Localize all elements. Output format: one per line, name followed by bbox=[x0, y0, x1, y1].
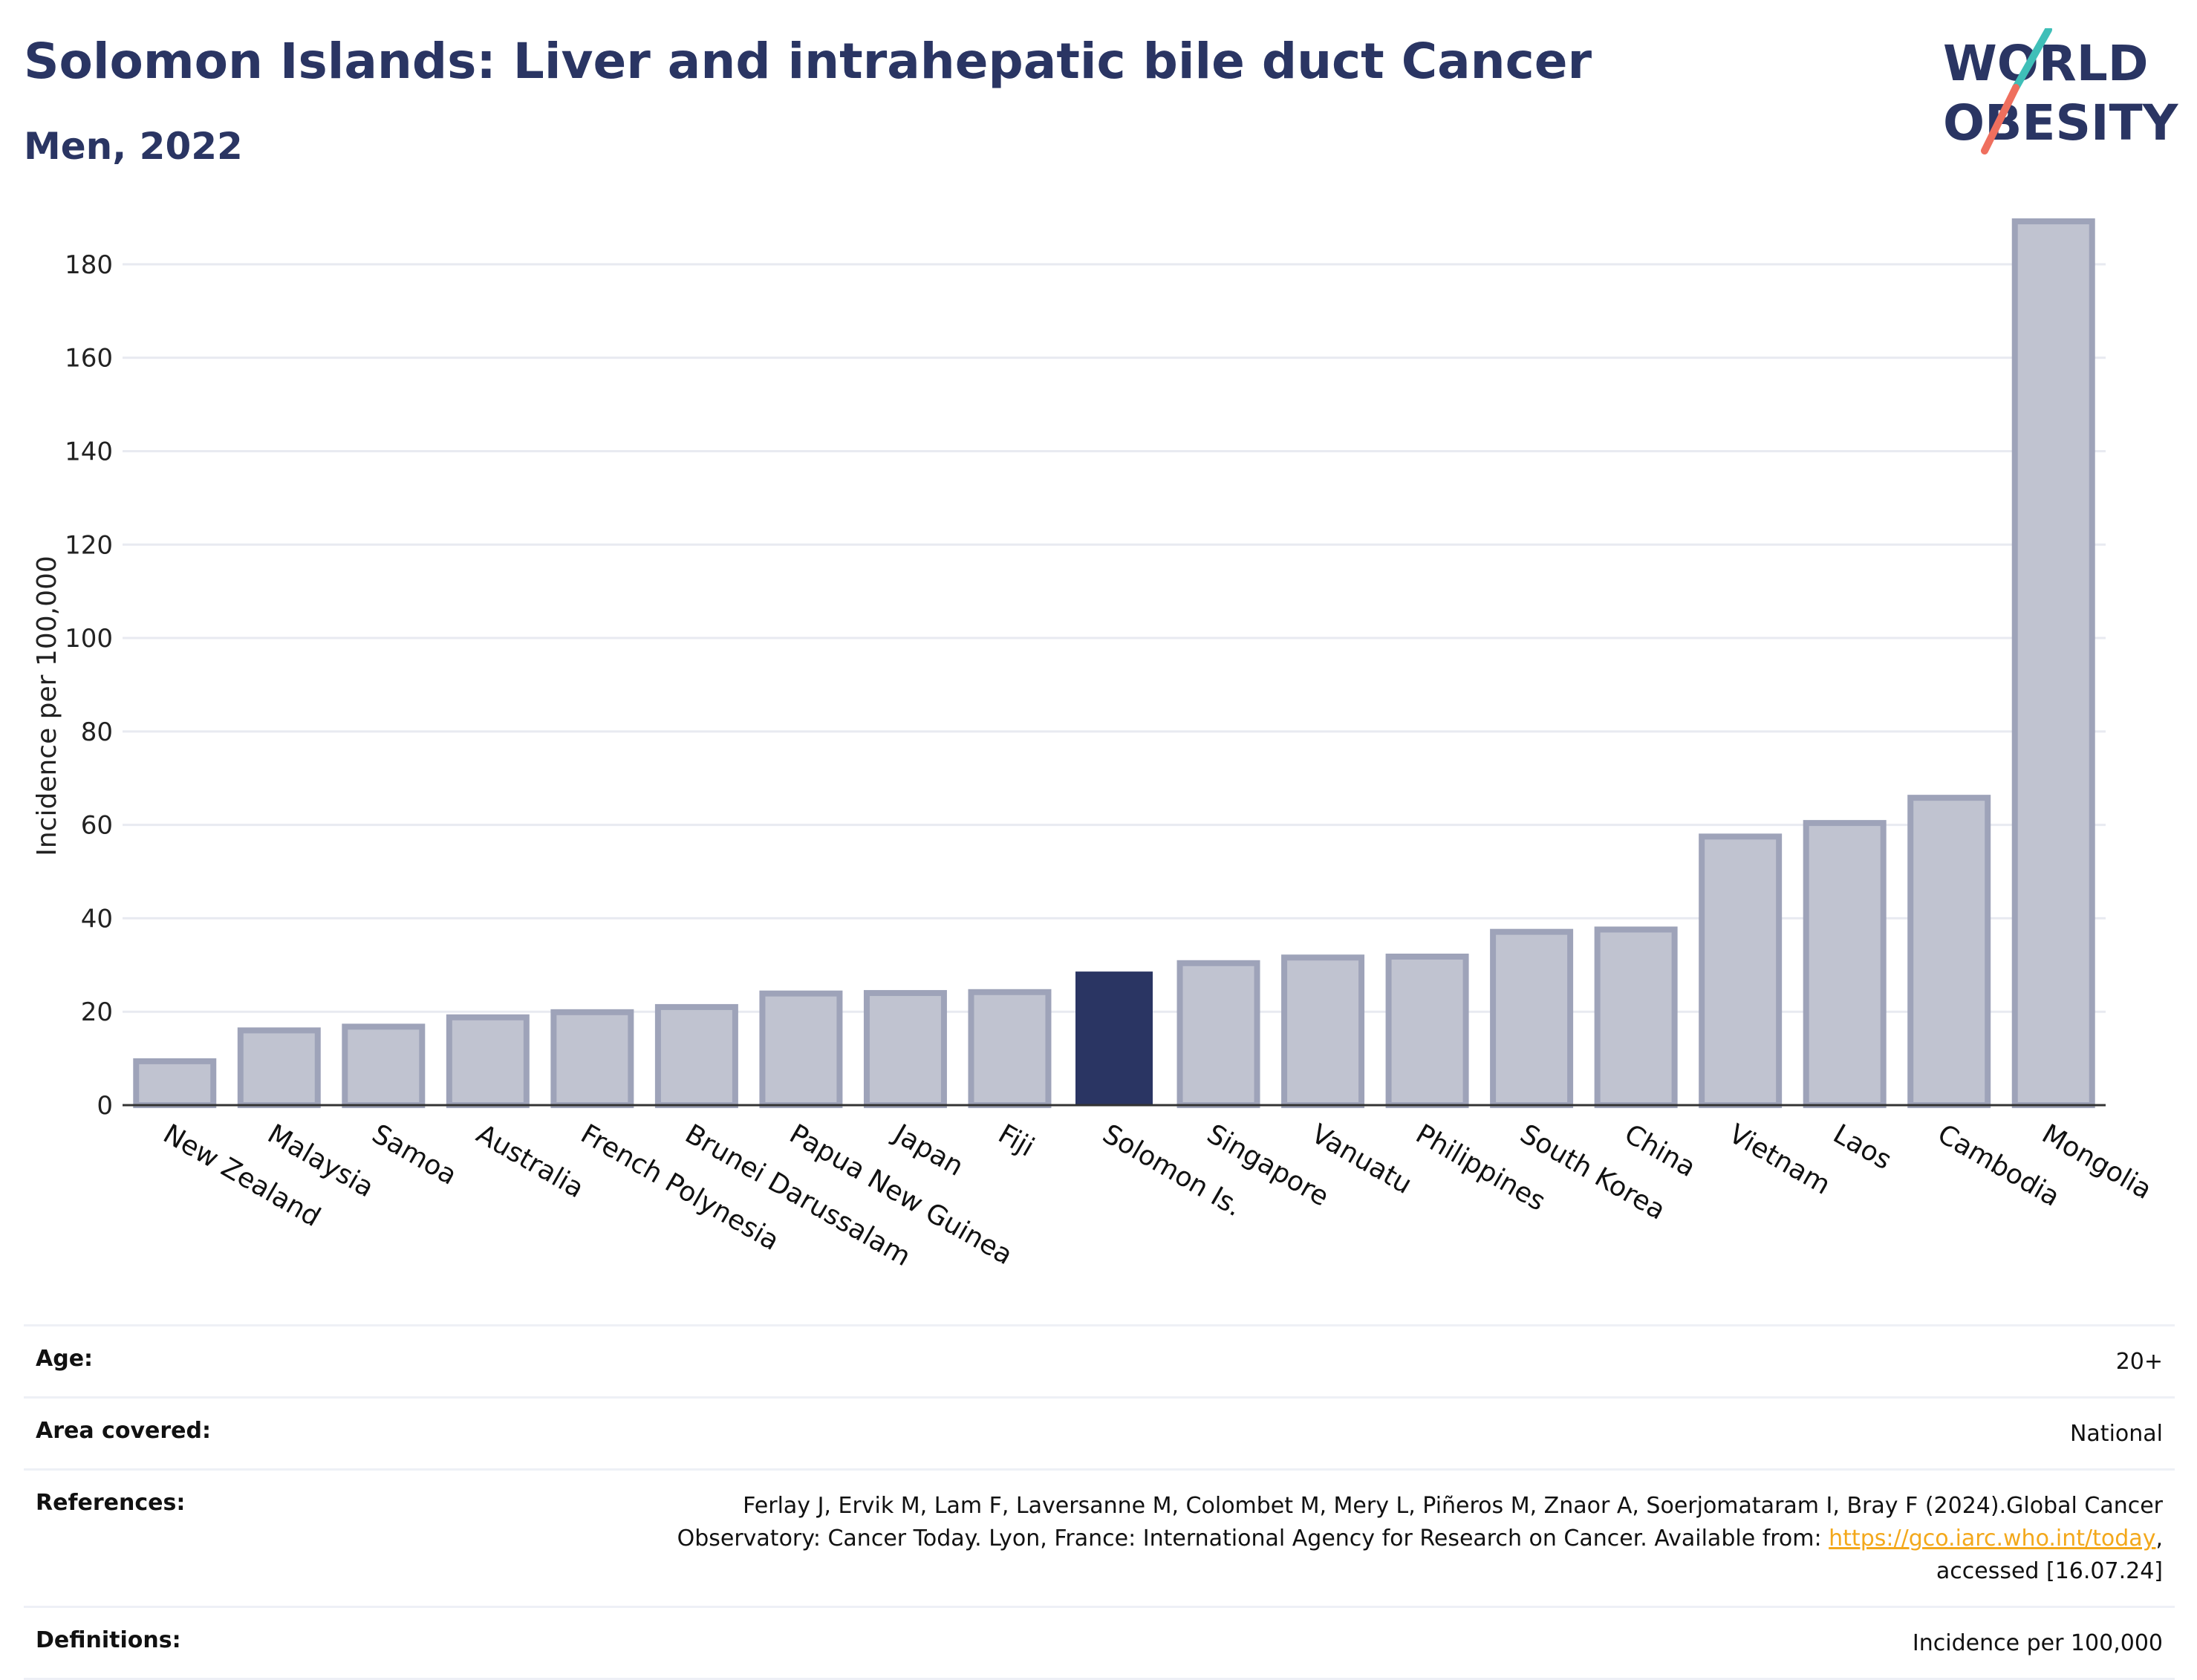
bar-cambodia[interactable] bbox=[1907, 795, 1991, 1109]
info-row-definitions: Definitions: Incidence per 100,000 bbox=[24, 1606, 2175, 1680]
y-tick-label: 160 bbox=[65, 344, 113, 374]
bar-vietnam[interactable] bbox=[1699, 833, 1783, 1109]
y-tick-label: 20 bbox=[81, 997, 113, 1027]
age-label: Age: bbox=[36, 1346, 94, 1372]
definitions-value: Incidence per 100,000 bbox=[1912, 1630, 2163, 1656]
references-line2: Observatory: Cancer Today. Lyon, France:… bbox=[677, 1526, 1829, 1552]
logo-slash-teal bbox=[2012, 28, 2052, 91]
x-tick-label: French Polynesia bbox=[576, 1119, 784, 1257]
info-row-area: Area covered: National bbox=[24, 1396, 2175, 1468]
bar-french-polynesia[interactable] bbox=[550, 1009, 634, 1109]
area-label: Area covered: bbox=[36, 1418, 211, 1444]
x-tick-label: Fiji bbox=[993, 1119, 1039, 1163]
logo-word-obesity: OBESITY bbox=[1943, 94, 2179, 152]
x-tick-label: Laos bbox=[1828, 1119, 1896, 1176]
bar-mongolia[interactable] bbox=[2011, 218, 2095, 1108]
bar-japan[interactable] bbox=[863, 990, 947, 1108]
y-tick-labels: 0 20 40 60 80 100 120 140 160 180 bbox=[65, 250, 113, 1121]
y-tick-label: 0 bbox=[97, 1091, 113, 1121]
bar-malaysia[interactable] bbox=[237, 1027, 321, 1108]
x-tick-label: Australia bbox=[471, 1119, 588, 1204]
x-tick-label: Vietnam bbox=[1724, 1119, 1835, 1201]
references-label: References: bbox=[36, 1490, 186, 1516]
info-row-age: Age: 20+ bbox=[24, 1324, 2175, 1396]
info-row-references: References: Ferlay J, Ervik M, Lam F, La… bbox=[24, 1468, 2175, 1606]
y-tick-label: 60 bbox=[81, 811, 113, 841]
bar-samoa[interactable] bbox=[342, 1023, 426, 1108]
bar-papua-new-guinea[interactable] bbox=[759, 990, 843, 1108]
bar-chart: 0 20 40 60 80 100 120 140 160 180 New ZealandMala… bbox=[32, 218, 2157, 1272]
chart-title: Solomon Islands: Liver and intrahepatic … bbox=[24, 33, 1592, 90]
y-tick-label: 120 bbox=[65, 530, 113, 560]
bar-south-korea[interactable] bbox=[1490, 928, 1574, 1108]
x-tick-label: China bbox=[1619, 1119, 1701, 1183]
bar-philippines[interactable] bbox=[1385, 953, 1469, 1109]
y-tick-label: 140 bbox=[65, 437, 113, 466]
logo-word-world: WORLD bbox=[1943, 35, 2149, 92]
y-tick-label: 40 bbox=[81, 904, 113, 934]
age-value: 20+ bbox=[2115, 1349, 2163, 1375]
y-tick-label: 180 bbox=[65, 250, 113, 280]
bar-vanuatu[interactable] bbox=[1281, 954, 1365, 1109]
logo-slash-coral bbox=[1981, 84, 2019, 154]
y-axis-title: Incidence per 100,000 bbox=[32, 556, 62, 856]
bar-china[interactable] bbox=[1594, 926, 1678, 1109]
grid-lines bbox=[123, 263, 2106, 1013]
bars bbox=[133, 218, 2095, 1109]
x-tick-label: Japan bbox=[888, 1118, 969, 1182]
bar-australia[interactable] bbox=[446, 1014, 530, 1109]
y-tick-label: 100 bbox=[65, 624, 113, 654]
bar-brunei-darussalam[interactable] bbox=[654, 1003, 738, 1108]
y-tick-label: 80 bbox=[81, 717, 113, 747]
references-line3: accessed [16.07.24] bbox=[1936, 1558, 2163, 1584]
references-line1: Ferlay J, Ervik M, Lam F, Laversanne M, … bbox=[743, 1493, 2163, 1519]
references-comma: , bbox=[2155, 1526, 2163, 1552]
info-table: Age: 20+ Area covered: National Referenc… bbox=[24, 1324, 2175, 1680]
references-link[interactable]: https://gco.iarc.who.int/today bbox=[1829, 1526, 2156, 1552]
references-value: Ferlay J, Ervik M, Lam F, Laversanne M, … bbox=[677, 1490, 2163, 1588]
bar-fiji[interactable] bbox=[968, 989, 1052, 1108]
bar-new-zealand[interactable] bbox=[133, 1058, 217, 1108]
world-obesity-logo: WORLD OBESITY bbox=[1943, 28, 2179, 154]
bar-solomon-is[interactable] bbox=[1075, 971, 1153, 1105]
x-tick-label: Samoa bbox=[367, 1119, 462, 1191]
bar-singapore[interactable] bbox=[1176, 960, 1260, 1109]
area-value: National bbox=[2069, 1421, 2163, 1447]
bar-laos[interactable] bbox=[1803, 820, 1887, 1108]
chart-subtitle: Men, 2022 bbox=[24, 125, 243, 168]
definitions-label: Definitions: bbox=[36, 1627, 181, 1653]
